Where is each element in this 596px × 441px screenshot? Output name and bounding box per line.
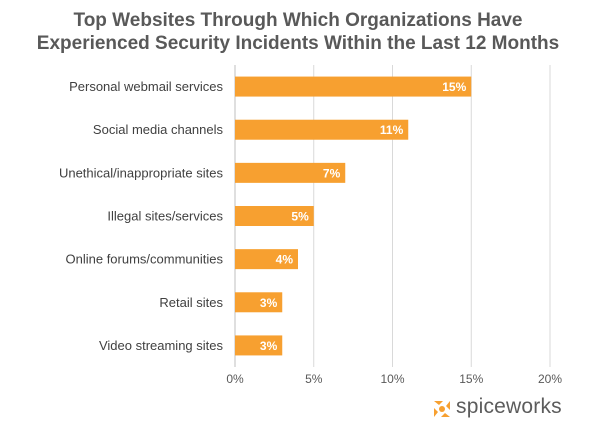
category-label-3: Illegal sites/services	[107, 209, 223, 224]
bar-1	[235, 119, 409, 140]
bar-2	[235, 162, 346, 183]
category-label-0: Personal webmail services	[69, 79, 223, 94]
spiceworks-brand: spiceworks	[430, 395, 570, 421]
chart-title-line-1: Top Websites Through Which Organizations…	[73, 10, 523, 31]
x-tick-label-20: 20%	[538, 372, 562, 386]
bar-0	[235, 76, 472, 97]
category-label-1: Social media channels	[93, 122, 224, 137]
data-label-2: 7%	[323, 166, 341, 180]
chart-title: Top Websites Through Which Organizations…	[0, 9, 596, 55]
category-label-5: Retail sites	[159, 295, 223, 310]
x-tick-label-15: 15%	[459, 372, 483, 386]
x-tick-label-0: 0%	[226, 372, 244, 386]
category-label-6: Video streaming sites	[99, 338, 224, 353]
category-label-4: Online forums/communities	[66, 252, 224, 267]
bar-3	[235, 206, 314, 226]
data-label-1: 11%	[380, 123, 404, 137]
category-label-2: Unethical/inappropriate sites	[59, 165, 224, 180]
spiceworks-wordmark: spiceworks	[456, 395, 562, 418]
bar-4	[235, 249, 298, 270]
spiceworks-logo-icon	[434, 401, 450, 417]
data-label-3: 5%	[291, 210, 309, 224]
bar-6	[235, 335, 283, 356]
data-label-6: 3%	[260, 339, 278, 353]
x-tick-label-10: 10%	[380, 372, 404, 386]
data-label-5: 3%	[260, 296, 278, 310]
bar-5	[235, 292, 283, 313]
data-label-4: 4%	[276, 253, 294, 267]
chart-title-line-2: Experienced Security Incidents Within th…	[36, 33, 560, 54]
data-label-0: 15%	[442, 80, 466, 94]
x-tick-label-5: 5%	[305, 372, 323, 386]
